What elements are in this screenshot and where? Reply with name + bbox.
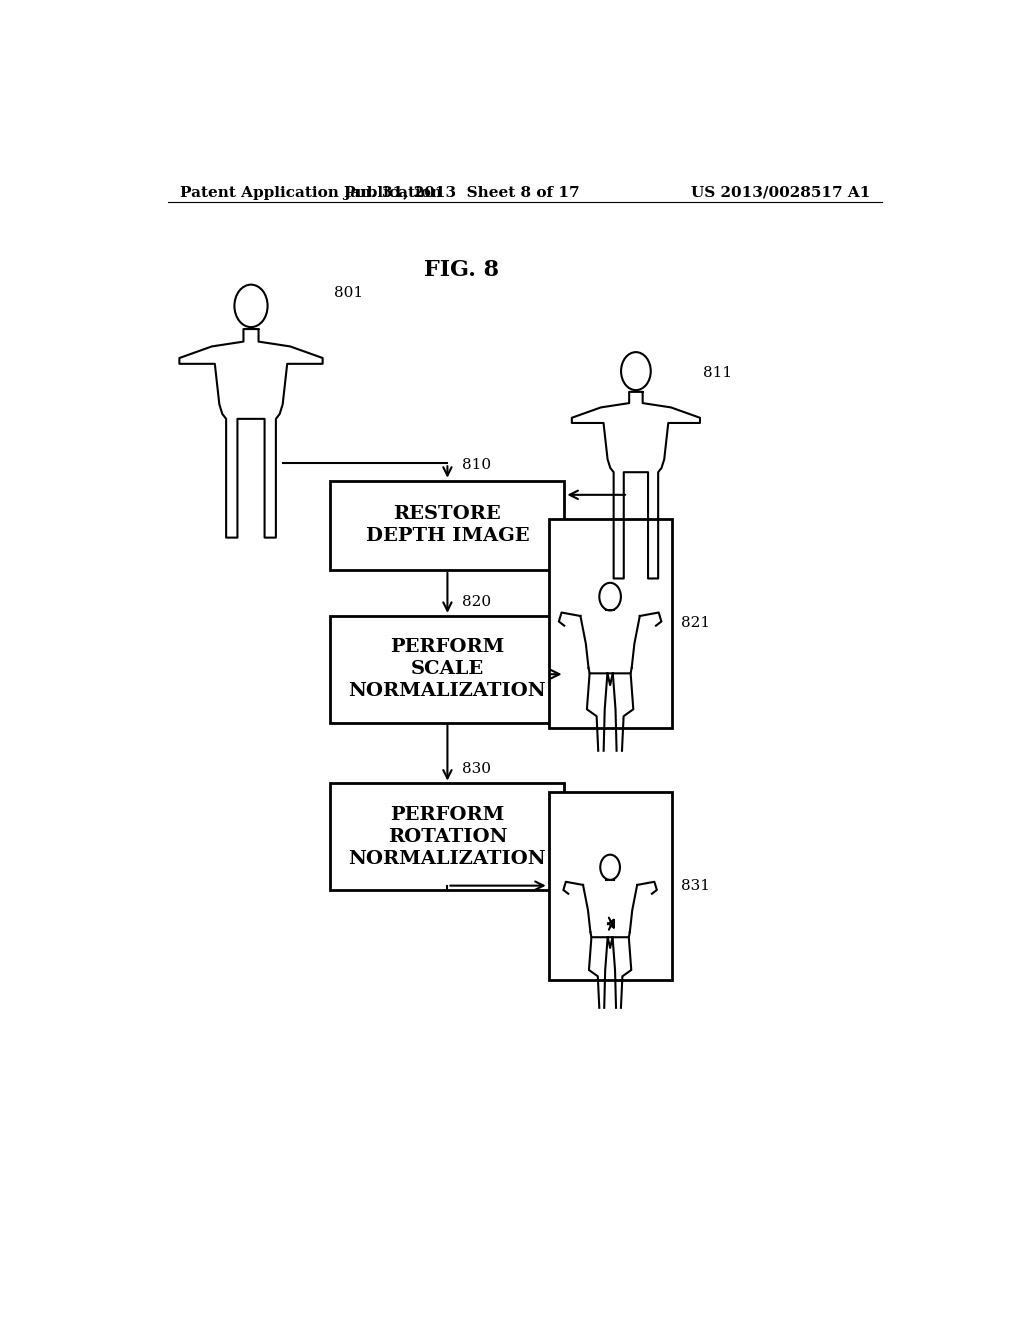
Text: 820: 820 xyxy=(462,594,490,609)
Text: 830: 830 xyxy=(462,762,490,776)
Text: Patent Application Publication: Patent Application Publication xyxy=(179,186,441,199)
Text: US 2013/0028517 A1: US 2013/0028517 A1 xyxy=(690,186,870,199)
Bar xyxy=(549,519,672,727)
Text: RESTORE
DEPTH IMAGE: RESTORE DEPTH IMAGE xyxy=(366,506,529,545)
Text: 821: 821 xyxy=(681,616,711,631)
Text: FIG. 8: FIG. 8 xyxy=(424,259,499,281)
Text: 810: 810 xyxy=(462,458,490,473)
Bar xyxy=(331,615,564,722)
Text: PERFORM
ROTATION
NORMALIZATION: PERFORM ROTATION NORMALIZATION xyxy=(348,805,546,869)
Text: 801: 801 xyxy=(334,286,364,301)
Bar xyxy=(549,792,672,979)
Bar xyxy=(331,784,564,890)
Text: 811: 811 xyxy=(703,366,732,380)
Text: 831: 831 xyxy=(681,879,710,892)
Bar xyxy=(331,480,564,570)
Text: Jan. 31, 2013  Sheet 8 of 17: Jan. 31, 2013 Sheet 8 of 17 xyxy=(343,186,580,199)
Text: PERFORM
SCALE
NORMALIZATION: PERFORM SCALE NORMALIZATION xyxy=(348,638,546,701)
